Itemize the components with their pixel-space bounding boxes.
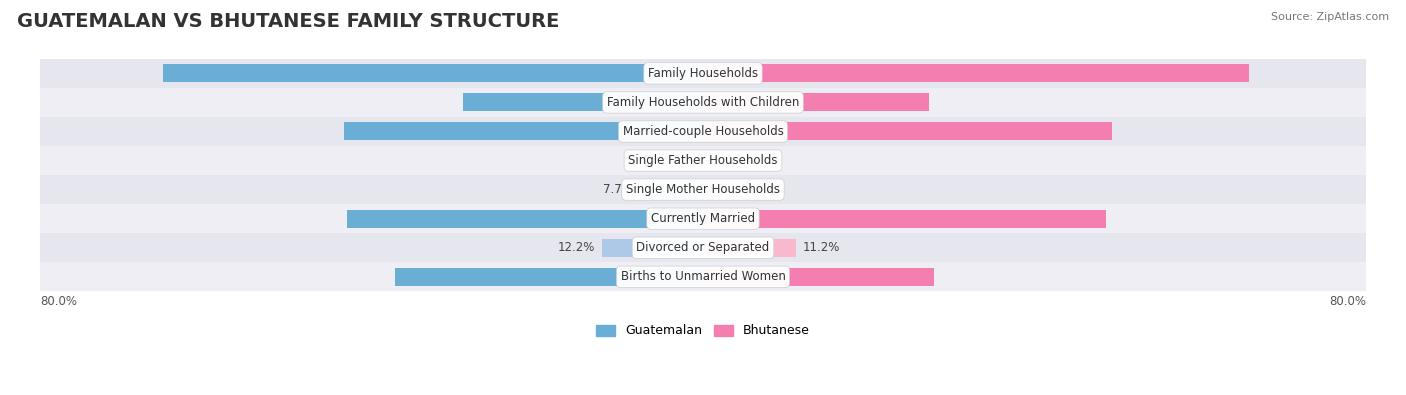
Text: Source: ZipAtlas.com: Source: ZipAtlas.com (1271, 12, 1389, 22)
Bar (703, 152, 720, 169)
Bar (640, 181, 703, 199)
Bar (344, 122, 703, 141)
Text: 2.1%: 2.1% (727, 154, 756, 167)
Text: 48.6%: 48.6% (716, 212, 752, 225)
Bar (703, 64, 1250, 83)
Bar (347, 210, 703, 228)
Bar (39, 175, 1367, 204)
Text: Family Households: Family Households (648, 67, 758, 80)
Bar (703, 210, 1107, 228)
Bar (703, 239, 796, 257)
Bar (703, 122, 1112, 141)
Text: Family Households with Children: Family Households with Children (607, 96, 799, 109)
Text: 7.7%: 7.7% (603, 183, 633, 196)
Text: 43.3%: 43.3% (654, 125, 690, 138)
Bar (163, 64, 703, 83)
Text: 65.9%: 65.9% (716, 67, 752, 80)
Bar (703, 181, 747, 199)
Text: 28.9%: 28.9% (654, 96, 690, 109)
Text: 27.3%: 27.3% (716, 96, 752, 109)
Bar (39, 233, 1367, 262)
Text: 65.2%: 65.2% (654, 67, 690, 80)
Text: GUATEMALAN VS BHUTANESE FAMILY STRUCTURE: GUATEMALAN VS BHUTANESE FAMILY STRUCTURE (17, 12, 560, 31)
Text: 27.9%: 27.9% (716, 270, 752, 283)
Text: Births to Unmarried Women: Births to Unmarried Women (620, 270, 786, 283)
Bar (395, 268, 703, 286)
Text: 42.9%: 42.9% (654, 212, 690, 225)
Text: 11.2%: 11.2% (803, 241, 839, 254)
Text: Divorced or Separated: Divorced or Separated (637, 241, 769, 254)
Text: 5.3%: 5.3% (754, 183, 783, 196)
Text: 80.0%: 80.0% (1329, 295, 1367, 308)
Text: 3.0%: 3.0% (643, 154, 672, 167)
Text: Single Father Households: Single Father Households (628, 154, 778, 167)
Bar (678, 152, 703, 169)
Text: Married-couple Households: Married-couple Households (623, 125, 783, 138)
Text: Single Mother Households: Single Mother Households (626, 183, 780, 196)
Legend: Guatemalan, Bhutanese: Guatemalan, Bhutanese (591, 320, 815, 342)
Bar (703, 94, 929, 111)
Text: 37.1%: 37.1% (654, 270, 690, 283)
Text: 80.0%: 80.0% (39, 295, 77, 308)
Text: 12.2%: 12.2% (558, 241, 595, 254)
Bar (703, 268, 934, 286)
Bar (602, 239, 703, 257)
Text: Currently Married: Currently Married (651, 212, 755, 225)
Bar (39, 146, 1367, 175)
Bar (39, 262, 1367, 291)
Text: 49.3%: 49.3% (716, 125, 752, 138)
Bar (39, 204, 1367, 233)
Bar (39, 88, 1367, 117)
Bar (39, 59, 1367, 88)
Bar (39, 117, 1367, 146)
Bar (464, 94, 703, 111)
